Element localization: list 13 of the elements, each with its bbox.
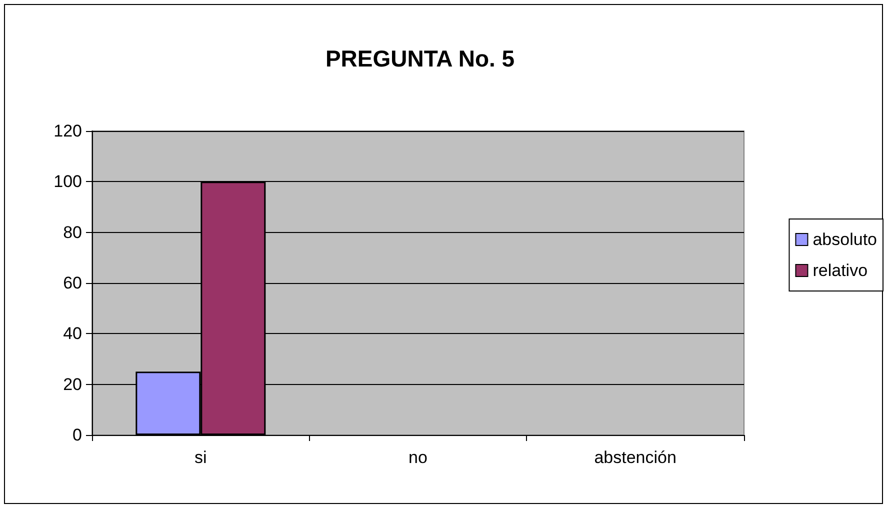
y-tick-label: 0 — [72, 426, 82, 444]
y-tick-label: 100 — [54, 172, 82, 192]
y-tick-label: 80 — [63, 222, 82, 242]
y-tick-label: 40 — [63, 324, 82, 344]
y-tick-label: 120 — [54, 122, 82, 140]
y-tick-label: 60 — [63, 274, 82, 292]
legend-label: absoluto — [812, 230, 878, 249]
x-tick-label: abstención — [594, 448, 676, 467]
x-tick-label: si — [194, 448, 207, 467]
chart-title: PREGUNTA No. 5 — [325, 46, 515, 72]
legend-label: relativo — [812, 261, 868, 280]
y-tick-label: 20 — [63, 374, 82, 394]
x-tick-label: no — [408, 448, 428, 467]
